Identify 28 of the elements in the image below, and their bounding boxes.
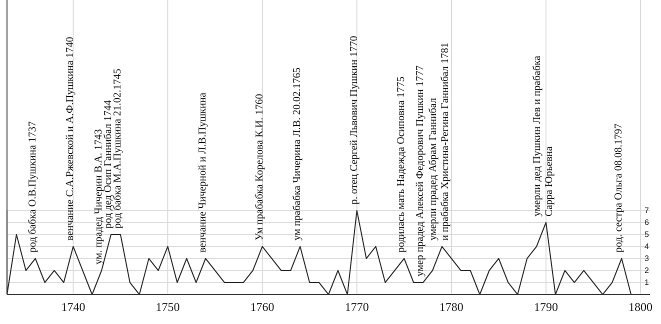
x-tick-label: 1790 bbox=[534, 300, 558, 314]
y-tick-label: 4 bbox=[644, 242, 650, 252]
y-tick-label: 5 bbox=[644, 230, 650, 240]
x-tick-label: 1760 bbox=[250, 300, 274, 314]
x-tick-label: 1780 bbox=[439, 300, 464, 314]
annotation: род бабка О.В.Пушкина 1737 bbox=[27, 121, 38, 252]
annotation: Ум прабабка Корелова К.И. 1760 bbox=[254, 94, 266, 240]
y-tick-label: 1 bbox=[644, 278, 650, 288]
y-tick-label: 7 bbox=[644, 206, 650, 216]
annotation: р. отец Сергей Львович Пушкин 1770 bbox=[348, 36, 360, 204]
x-tick-label: 1800 bbox=[628, 300, 653, 314]
annotation: ум. прадед Чичерин В.А. 1743 bbox=[94, 129, 105, 264]
annotation: род. сестра Ольга 08.08.1797 bbox=[614, 124, 625, 252]
annotation: умерли дед Пушкин Лев и прабабка Сарра Юрьевна bbox=[532, 55, 555, 216]
y-tick-label: 6 bbox=[644, 218, 650, 228]
annotation: венчание С.А.Ржевской и А.Ф.Пушкина 1740 bbox=[65, 36, 76, 240]
y-tick-label: 3 bbox=[644, 254, 650, 264]
annotation: умерли прадед Абрам Ганнибал и прабабка Христина-Регина Ганнибал 1781 bbox=[428, 42, 451, 240]
annotation: род дед Осип Ганнибал 1744 bbox=[103, 99, 114, 228]
x-tick-label: 1750 bbox=[156, 300, 180, 314]
annotation: ум прабабка Чичерина Л.В. 20.02.1765 bbox=[292, 68, 304, 240]
annotation: венчание Чичерной и Л.В.Пушкина bbox=[198, 92, 209, 252]
annotation: род бабка М.А.Пушкина 21.02.1745 bbox=[112, 68, 124, 228]
annotation: родилась мать Надежда Осиповна 1775 bbox=[396, 76, 408, 252]
annotation: умер прадед Алексей Федорович Пушкин 1777 bbox=[415, 66, 426, 276]
y-tick-label: 2 bbox=[644, 266, 650, 276]
x-tick-label: 1740 bbox=[61, 300, 86, 314]
x-tick-label: 1770 bbox=[344, 300, 369, 314]
